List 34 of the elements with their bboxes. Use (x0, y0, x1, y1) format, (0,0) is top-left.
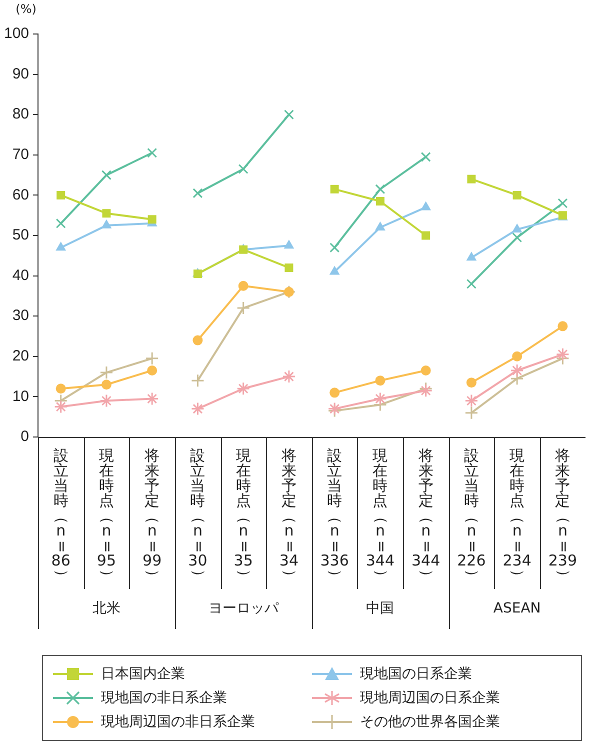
legend-label: 現地国の日系企業 (360, 665, 472, 683)
y-tick-label: 10 (12, 388, 30, 405)
category-label: 設立当時（n=336） (320, 446, 349, 584)
category-label: 将来予定（n=344） (412, 446, 440, 584)
category-label: 現在時点（n=234） (502, 446, 532, 584)
category-label: 現在時点（n=35） (234, 446, 254, 584)
category-label: 設立当時（n=30） (188, 446, 208, 584)
y-tick-label: 50 (12, 226, 30, 244)
text: ASEAN (493, 600, 541, 617)
y-tick-label: 90 (12, 65, 30, 82)
y-tick-label: 100 (4, 25, 30, 42)
category-label: 将来予定（n=34） (279, 446, 300, 584)
legend-label: 現地周辺国の非日系企業 (101, 713, 255, 731)
y-tick-label: 0 (20, 428, 30, 446)
category-label: 現在時点（n=95） (96, 446, 117, 584)
category-label: 設立当時（n=86） (51, 446, 71, 584)
y-axis-title: (%) (16, 2, 36, 16)
text: 中国 (366, 600, 394, 617)
category-label: 将来予定（n=99） (142, 446, 162, 584)
text: ヨーロッパ (208, 600, 280, 617)
category-label: 現在時点（n=344） (366, 446, 395, 584)
y-tick-label: 60 (12, 186, 30, 204)
text: 北米 (92, 600, 120, 617)
y-tick-label: 20 (12, 348, 30, 365)
category-label: 将来予定（n=239） (548, 446, 578, 584)
legend-label: その他の世界各国企業 (360, 713, 500, 731)
y-tick-label: 70 (12, 146, 30, 164)
y-tick-label: 30 (12, 307, 30, 324)
y-tick-label: 80 (12, 106, 30, 123)
legend-label: 現地国の非日系企業 (101, 689, 227, 707)
legend-label: 現地周辺国の日系企業 (360, 689, 500, 707)
legend-label: 日本国内企業 (101, 665, 185, 683)
y-tick-label: 40 (12, 266, 30, 284)
category-label: 設立当時（n=226） (457, 446, 486, 584)
